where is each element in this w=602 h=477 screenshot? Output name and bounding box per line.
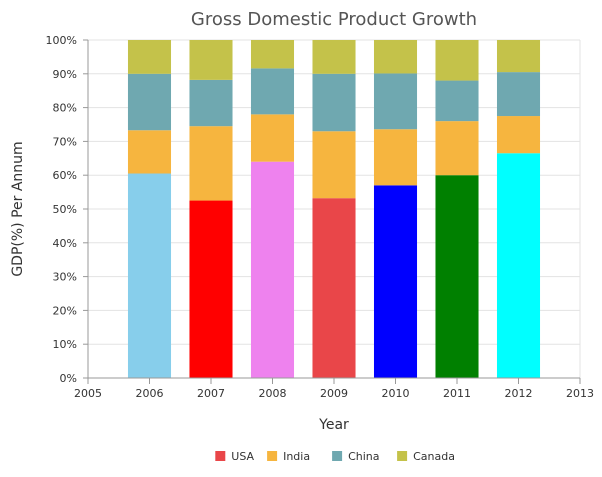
bar-usa-2010[interactable]: [373, 185, 418, 378]
bar-india-2006[interactable]: [127, 130, 172, 174]
y-tick-label: 30%: [53, 271, 77, 284]
bar-canada-2006[interactable]: [127, 40, 172, 74]
bar-india-2009[interactable]: [312, 131, 356, 199]
y-tick-label: 80%: [53, 102, 77, 115]
bar-canada-2007[interactable]: [189, 40, 233, 80]
y-tick-label: 100%: [46, 34, 77, 47]
chart-title: Gross Domestic Product Growth: [191, 9, 477, 30]
legend-swatch: [397, 451, 408, 461]
bar-usa-2009[interactable]: [312, 198, 356, 378]
y-tick-label: 0%: [60, 372, 77, 385]
bar-india-2011[interactable]: [435, 121, 479, 176]
y-tick-label: 50%: [53, 203, 77, 216]
bar-china-2011[interactable]: [435, 80, 479, 122]
y-tick-label: 60%: [53, 169, 77, 182]
bar-usa-2008[interactable]: [250, 161, 295, 378]
x-tick-label: 2013: [566, 387, 594, 400]
legend-item-india[interactable]: India: [267, 450, 310, 463]
y-tick-label: 20%: [53, 304, 77, 317]
y-tick-label: 90%: [53, 68, 77, 81]
legend-item-canada[interactable]: Canada: [397, 450, 455, 463]
bar-china-2009[interactable]: [312, 73, 356, 132]
y-tick-label: 40%: [53, 237, 77, 250]
legend-swatch: [332, 451, 343, 461]
x-tick-label: 2012: [505, 387, 533, 400]
bar-china-2010[interactable]: [373, 73, 418, 130]
x-tick-label: 2007: [197, 387, 225, 400]
legend-label: Canada: [413, 450, 455, 463]
legend-swatch: [215, 451, 226, 461]
x-tick-label: 2011: [443, 387, 471, 400]
x-axis-tick-labels: 2005 2006 2007 2008 2009 2010 2011 2012 2013: [74, 387, 594, 400]
x-tick-label: 2006: [136, 387, 164, 400]
x-tick-label: 2005: [74, 387, 102, 400]
bar-usa-2006[interactable]: [127, 173, 172, 378]
bar-usa-2011[interactable]: [435, 175, 479, 378]
bar-usa-2007[interactable]: [189, 200, 233, 378]
y-tick-label: 70%: [53, 135, 77, 148]
bar-china-2008[interactable]: [250, 68, 295, 115]
bar-china-2006[interactable]: [127, 73, 172, 131]
bar-india-2008[interactable]: [250, 114, 295, 162]
legend: USA India China Canada: [215, 450, 455, 463]
bar-canada-2012[interactable]: [496, 40, 541, 73]
legend-label: China: [348, 450, 379, 463]
bar-canada-2008[interactable]: [250, 40, 295, 69]
y-axis-tick-labels: 0% 10% 20% 30% 40% 50% 60% 70% 80% 90% 100%: [46, 34, 77, 385]
bar-canada-2010[interactable]: [373, 40, 418, 74]
bar-india-2012[interactable]: [496, 116, 541, 154]
x-tick-label: 2009: [320, 387, 348, 400]
legend-label: India: [283, 450, 310, 463]
bar-india-2010[interactable]: [373, 129, 418, 186]
bars: [127, 40, 541, 378]
x-tick-label: 2008: [259, 387, 287, 400]
y-tick-label: 10%: [53, 338, 77, 351]
bar-china-2007[interactable]: [189, 79, 233, 127]
legend-label: USA: [231, 450, 254, 463]
bar-canada-2009[interactable]: [312, 40, 356, 74]
bar-canada-2011[interactable]: [435, 40, 479, 81]
x-tick-label: 2010: [382, 387, 410, 400]
x-axis-title: Year: [318, 417, 349, 433]
bar-india-2007[interactable]: [189, 126, 233, 201]
bar-usa-2012[interactable]: [496, 153, 541, 378]
legend-item-usa[interactable]: USA: [215, 450, 255, 463]
axes: [83, 39, 581, 384]
y-axis-title: GDP(%) Per Annum: [10, 141, 26, 276]
legend-swatch: [267, 451, 278, 461]
bar-china-2012[interactable]: [496, 72, 541, 117]
legend-item-china[interactable]: China: [332, 450, 380, 463]
